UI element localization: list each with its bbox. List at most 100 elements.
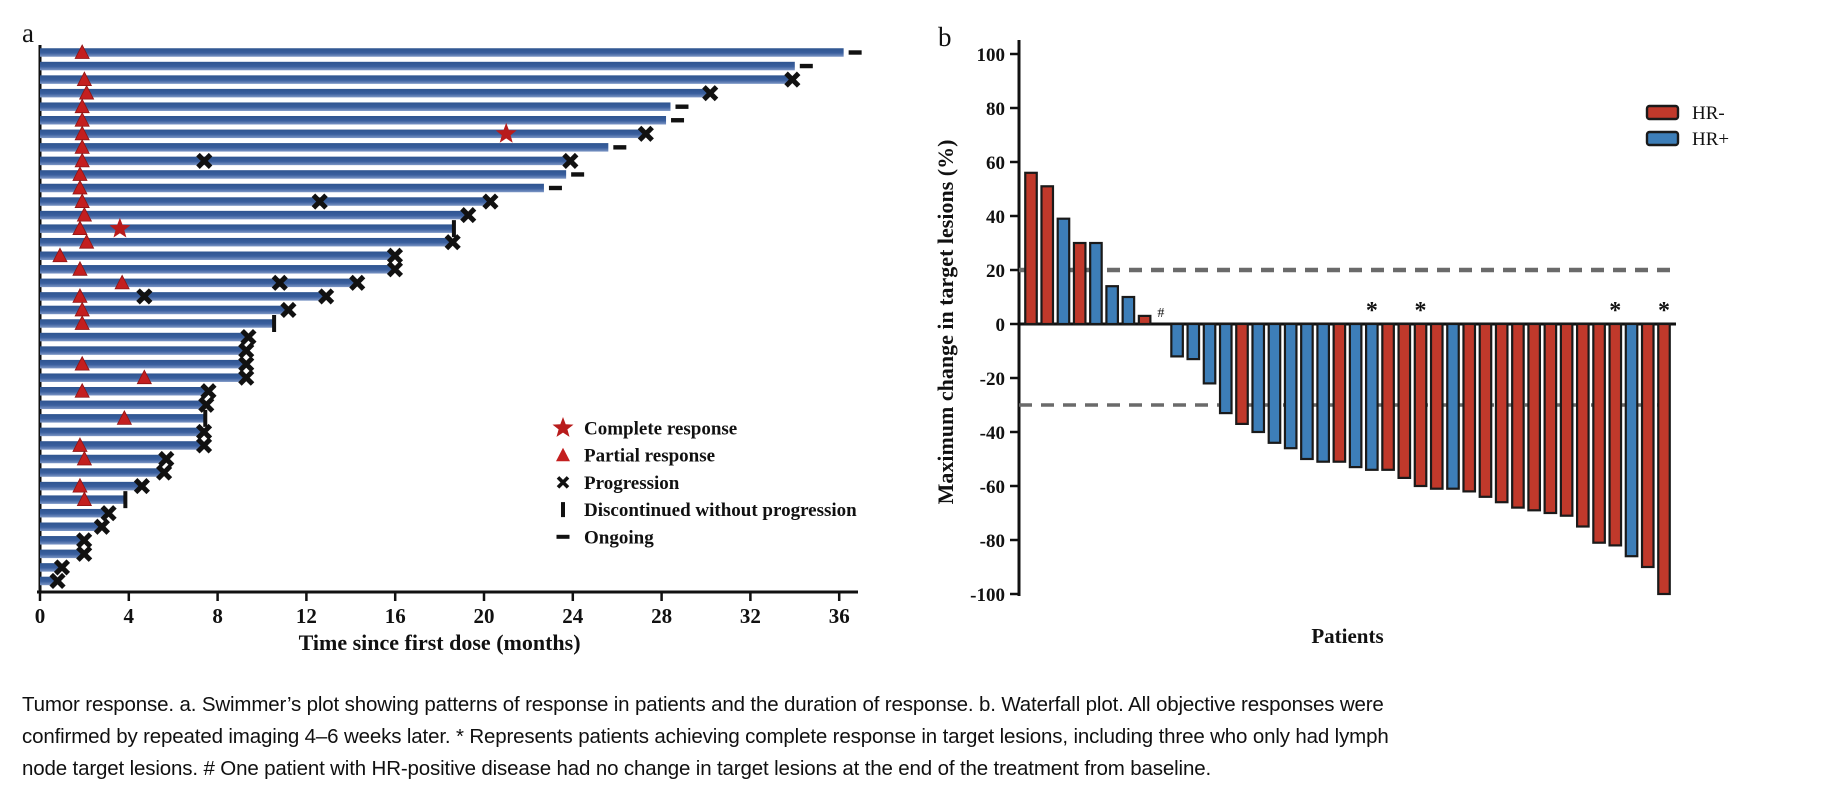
progression-x-icon — [386, 261, 404, 278]
waterfall-legend-swatch — [1645, 130, 1680, 147]
complete-response-star-icon — [109, 217, 131, 238]
progression-x-icon — [562, 152, 579, 169]
waterfall-bar — [1657, 322, 1671, 596]
caption-line-1: Tumor response. a. Swimmer’s plot showin… — [22, 693, 1384, 716]
partial-response-triangle-icon — [72, 260, 88, 276]
waterfall-bar — [1267, 322, 1282, 444]
progression-x-icon — [93, 518, 111, 535]
waterfall-bar — [1575, 322, 1590, 528]
swimmer-bar — [40, 400, 205, 410]
waterfall-bar — [1089, 241, 1103, 326]
ongoing-dash-icon — [848, 50, 862, 55]
swimmer-bar — [40, 441, 203, 450]
swimmer-x-tick-label: 12 — [296, 604, 317, 628]
discontinued-bar-icon — [451, 220, 456, 238]
progression-x-icon — [156, 464, 173, 481]
progression-x-icon — [318, 288, 335, 305]
progression-x-icon — [196, 152, 213, 169]
waterfall-bar — [1040, 185, 1055, 326]
waterfall-bar — [1316, 322, 1331, 463]
swimmer-bar — [40, 265, 393, 274]
partial-response-triangle-icon — [74, 315, 90, 330]
progression-x-icon — [238, 369, 255, 386]
waterfall-bar — [1559, 322, 1574, 517]
partial-response-triangle-icon — [76, 491, 93, 507]
partial-response-triangle-icon — [76, 450, 93, 466]
tumor-response-charts: a 0 4 8 12 16 20 24 28 32 36 Time since first dose … — [22, 18, 1729, 655]
waterfall-bar — [1446, 322, 1460, 490]
swimmer-bar — [40, 102, 671, 111]
progression-x-icon — [158, 450, 175, 468]
swimmer-bar — [40, 237, 451, 247]
waterfall-bar — [1397, 322, 1412, 479]
swimmer-x-tick-label: 0 — [35, 604, 46, 628]
progression-x-icon — [386, 247, 404, 264]
waterfall-y-tick-label: 60 — [986, 153, 1005, 174]
figure-caption: Tumor response. a. Swimmer’s plot showin… — [22, 689, 1822, 785]
ongoing-dash-icon — [613, 145, 627, 150]
swimmer-bar — [40, 129, 644, 139]
swimmer-bar — [40, 75, 791, 84]
waterfall-plot: b 100 80 60 40 20 0 -20 -40 -60 -80 -100 Maximum cha… — [933, 22, 1729, 648]
swimmer-bar — [40, 251, 393, 260]
swimmer-bar — [40, 156, 569, 166]
progression-x-icon — [784, 71, 801, 88]
waterfall-y-tick-label: 40 — [986, 207, 1005, 228]
waterfall-x-axis-title: Patients — [1311, 624, 1383, 648]
partial-response-triangle-icon — [116, 409, 133, 425]
waterfall-bar — [1462, 322, 1477, 493]
progression-x-icon — [238, 342, 255, 359]
waterfall-bar — [1511, 322, 1525, 509]
swimmer-bar — [40, 468, 163, 477]
swimmer-x-tick-label: 8 — [212, 604, 223, 628]
legend-label: Partial response — [584, 446, 715, 467]
waterfall-bar — [1202, 322, 1217, 385]
waterfall-y-tick-label: 20 — [986, 261, 1005, 282]
legend-star-icon — [552, 417, 574, 437]
caption-line-2: confirmed by repeated imaging 4–6 weeks … — [22, 725, 1389, 748]
swimmer-bar — [40, 143, 609, 152]
waterfall-bar — [1592, 322, 1606, 544]
partial-response-triangle-icon — [76, 206, 93, 222]
waterfall-bar — [1543, 322, 1558, 515]
waterfall-legend-label: HR- — [1692, 103, 1725, 124]
legend-label: Discontinued without progression — [584, 500, 857, 521]
swimmer-plot: a 0 4 8 12 16 20 24 28 32 36 Time since first dose … — [22, 18, 862, 655]
partial-response-triangle-icon — [72, 288, 88, 303]
swimmer-bar — [40, 88, 709, 98]
partial-response-triangle-icon — [52, 247, 68, 263]
swimmer-bar — [40, 319, 274, 328]
swimmer-bar — [40, 427, 203, 437]
swimmer-x-tick-label: 4 — [124, 604, 135, 628]
waterfall-bar — [1300, 322, 1314, 461]
discontinued-bar-icon — [123, 491, 128, 509]
swimmer-x-tick-label: 36 — [829, 604, 850, 628]
legend-triangle-icon — [556, 447, 570, 462]
waterfall-y-tick-label: -20 — [980, 369, 1005, 390]
swimmer-bar — [40, 536, 83, 545]
waterfall-y-tick-label: -60 — [980, 477, 1005, 498]
partial-response-triangle-icon — [74, 382, 90, 398]
swimmer-x-tick-label: 28 — [651, 604, 672, 628]
discontinued-bar-icon — [272, 315, 277, 332]
partial-response-triangle-icon — [78, 233, 95, 249]
waterfall-bar — [1056, 217, 1071, 326]
progression-x-icon — [100, 505, 117, 522]
complete-response-asterisk: * — [1609, 298, 1621, 324]
ongoing-dash-icon — [799, 63, 813, 69]
swimmer-bar — [40, 576, 56, 586]
partial-response-triangle-icon — [114, 274, 130, 290]
progression-x-icon — [238, 356, 255, 373]
ongoing-dash-icon — [671, 118, 685, 123]
progression-x-icon — [349, 274, 366, 291]
progression-x-icon — [76, 545, 93, 562]
no-change-hash: # — [1157, 306, 1164, 321]
legend-label: Progression — [584, 473, 680, 494]
waterfall-bar — [1494, 322, 1509, 504]
waterfall-y-tick-label: 100 — [977, 45, 1006, 66]
panel-a-label: a — [22, 18, 34, 48]
waterfall-bar — [1608, 322, 1623, 547]
partial-response-triangle-icon — [72, 437, 88, 452]
waterfall-bar — [1364, 322, 1379, 471]
partial-response-triangle-icon — [76, 71, 93, 86]
